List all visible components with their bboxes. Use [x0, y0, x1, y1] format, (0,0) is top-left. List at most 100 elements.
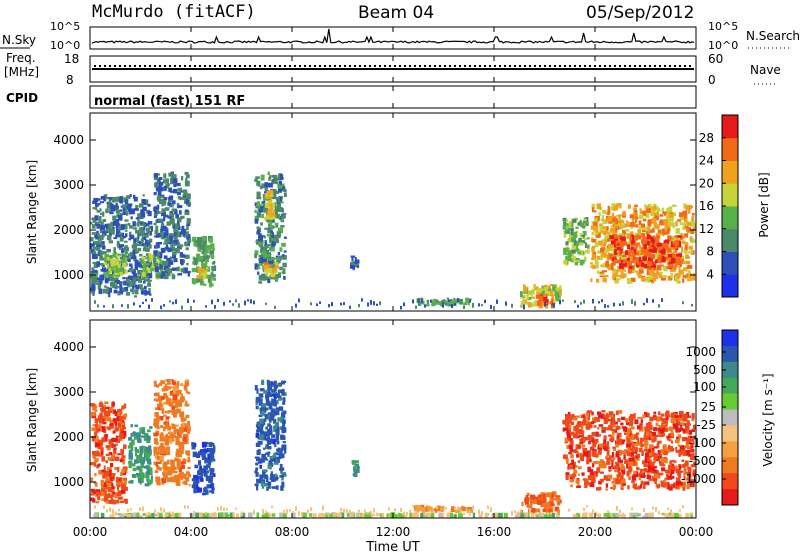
- echo-cell: [654, 480, 657, 485]
- echo-cell: [629, 472, 632, 474]
- echo-cell: [614, 280, 616, 283]
- echo-cell: [267, 423, 271, 427]
- echo-cell: [92, 201, 97, 204]
- freq-point: [349, 65, 351, 67]
- echo-cell: [691, 513, 693, 516]
- echo-cell: [91, 498, 95, 502]
- echo-cell: [665, 412, 670, 417]
- echo-cell: [114, 285, 117, 288]
- echo-cell: [147, 256, 149, 260]
- echo-cell: [485, 513, 488, 518]
- echo-cell: [660, 481, 662, 484]
- echo-cell: [298, 511, 300, 516]
- colorbar-tick-label: -1000: [681, 472, 716, 486]
- echo-cell: [113, 247, 116, 253]
- echo-cell: [599, 444, 603, 448]
- echo-cell: [125, 200, 128, 205]
- echo-cell: [636, 235, 641, 240]
- echo-cell: [307, 510, 309, 514]
- echo-cell: [274, 235, 279, 241]
- echo-cell: [531, 513, 535, 518]
- echo-cell: [108, 226, 111, 231]
- echo-cell: [172, 208, 176, 211]
- echo-cell: [275, 474, 277, 477]
- nsky-tick-bottom: 10^0: [50, 39, 80, 52]
- freq-point: [254, 65, 256, 67]
- echo-cell: [284, 237, 287, 239]
- echo-cell: [147, 459, 151, 465]
- echo-cell: [155, 182, 157, 188]
- echo-cell: [166, 472, 170, 475]
- echo-cell: [547, 512, 549, 515]
- echo-cell: [685, 205, 689, 211]
- echo-cell: [184, 385, 187, 389]
- echo-cell: [639, 215, 644, 219]
- echo-cell: [160, 449, 165, 454]
- echo-cell: [185, 255, 190, 259]
- echo-cell: [106, 501, 110, 504]
- echo-cell: [278, 174, 280, 178]
- colorbar-tick-label: 12: [699, 222, 714, 236]
- echo-cell: [99, 420, 103, 424]
- echo-cell: [116, 219, 118, 221]
- echo-cell: [180, 383, 184, 386]
- echo-cell: [138, 248, 141, 252]
- echo-cell: [95, 204, 99, 207]
- echo-cell: [97, 233, 99, 237]
- freq-point: [419, 65, 421, 67]
- echo-cell: [278, 185, 282, 188]
- echo-cell: [600, 472, 604, 474]
- echo-cell: [628, 476, 631, 480]
- echo-cell: [406, 512, 408, 515]
- echo-cell: [556, 287, 560, 291]
- echo-cell: [644, 244, 647, 249]
- echo-cell: [467, 507, 472, 509]
- echo-cell: [258, 441, 262, 445]
- echo-cell: [119, 514, 123, 518]
- echo-cell: [625, 250, 628, 255]
- echo-cell: [257, 272, 259, 275]
- echo-cell: [632, 434, 634, 438]
- echo-cell: [641, 420, 643, 424]
- echo-cell: [107, 426, 112, 428]
- echo-cell: [597, 256, 600, 260]
- echo-cell: [675, 241, 679, 247]
- freq-point: [534, 65, 536, 67]
- echo-cell: [281, 478, 284, 481]
- echo-cell: [572, 450, 577, 452]
- echo-cell: [602, 463, 606, 469]
- echo-cell: [623, 478, 626, 482]
- echo-cell: [537, 500, 542, 505]
- echo-cell: [199, 512, 202, 518]
- freq-point: [559, 65, 561, 67]
- freq-point: [679, 65, 681, 67]
- echo-cell: [236, 513, 239, 518]
- freq-point: [189, 65, 191, 67]
- echo-cell: [206, 470, 209, 473]
- echo-cell: [108, 493, 110, 498]
- echo-cell: [200, 478, 203, 482]
- echo-cell: [178, 217, 182, 219]
- echo-cell: [91, 278, 93, 282]
- echo-cell: [223, 302, 225, 306]
- echo-cell: [101, 274, 105, 277]
- echo-cell: [632, 252, 635, 257]
- echo-cell: [421, 505, 425, 508]
- echo-cell: [625, 418, 628, 422]
- echo-cell: [153, 207, 156, 211]
- echo-cell: [99, 289, 103, 294]
- echo-cell: [649, 253, 653, 257]
- echo-cell: [185, 181, 190, 187]
- echo-cell: [105, 224, 109, 228]
- echo-cell: [273, 453, 276, 458]
- echo-cell: [679, 509, 681, 511]
- echo-cell: [274, 306, 276, 309]
- echo-cell: [151, 226, 153, 232]
- echo-cell: [614, 259, 618, 261]
- echo-cell: [92, 224, 96, 229]
- echo-cell: [463, 302, 467, 305]
- echo-cell: [533, 284, 536, 288]
- echo-cell: [94, 215, 98, 220]
- nsearch-tick-bottom: 10^0: [708, 39, 738, 52]
- echo-cell: [106, 454, 110, 456]
